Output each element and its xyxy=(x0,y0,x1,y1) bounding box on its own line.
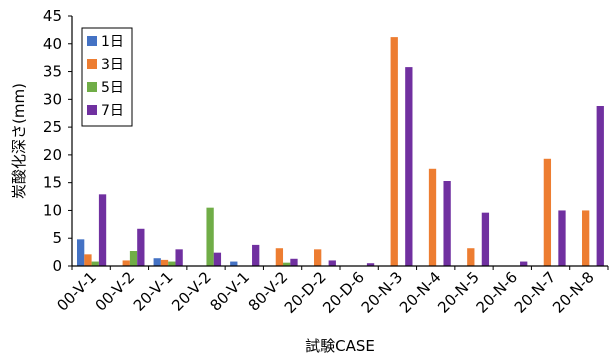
bar-00-V-2-7日 xyxy=(137,228,145,266)
bars-layer xyxy=(77,37,604,266)
bar-00-V-2-3日 xyxy=(122,260,130,266)
legend-label: 7日 xyxy=(101,103,124,119)
bar-20-D-6-7日 xyxy=(366,263,375,266)
bar-20-V-1-1日 xyxy=(153,258,161,266)
y-tick-label: 10 xyxy=(43,201,62,219)
x-tick-label: 20-D-2 xyxy=(281,268,330,317)
legend-swatch-3日 xyxy=(87,59,97,69)
x-tick-label: 80-V-1 xyxy=(206,268,253,315)
y-tick-labels: 0 5 10 15 20 25 30 35 40 45 xyxy=(43,7,62,275)
y-tick-label: 15 xyxy=(43,174,62,192)
x-tick-label: 20-N-6 xyxy=(473,268,522,317)
bar-00-V-1-3日 xyxy=(84,254,92,266)
y-tick-label: 20 xyxy=(43,146,62,164)
bar-20-N-5-3日 xyxy=(467,248,475,266)
x-tick-label: 20-V-2 xyxy=(168,268,215,315)
y-tick-label: 5 xyxy=(52,229,62,247)
bar-20-D-2-7日 xyxy=(328,260,336,266)
legend: 1日 3日 5日 7日 xyxy=(81,27,133,127)
y-tick-label: 45 xyxy=(43,7,62,25)
x-tick-label: 00-V-1 xyxy=(53,268,100,315)
bar-20-D-2-3日 xyxy=(314,249,322,266)
bar-20-N-4-7日 xyxy=(443,181,451,266)
legend-label: 1日 xyxy=(101,34,124,50)
legend-label: 3日 xyxy=(101,57,124,73)
y-tick-label: 25 xyxy=(43,118,62,136)
y-tick-label: 35 xyxy=(43,63,62,81)
x-tick-label: 20-N-7 xyxy=(511,268,560,317)
bar-20-N-3-7日 xyxy=(405,67,413,266)
x-tick-labels: 00-V-100-V-220-V-120-V-280-V-180-V-220-D… xyxy=(53,268,597,317)
legend-swatch-1日 xyxy=(87,36,97,46)
bar-00-V-1-5日 xyxy=(91,261,99,266)
x-tick-label: 00-V-2 xyxy=(92,268,139,315)
bar-80-V-2-3日 xyxy=(275,248,284,266)
bar-20-V-1-7日 xyxy=(175,249,183,266)
axes-layer xyxy=(68,15,609,270)
bar-80-V-2-5日 xyxy=(283,262,291,266)
bar-20-V-2-5日 xyxy=(206,207,214,266)
legend-label: 5日 xyxy=(101,80,124,96)
y-tick-label: 0 xyxy=(52,257,62,275)
x-tick-label: 20-D-6 xyxy=(319,268,368,317)
bar-00-V-1-7日 xyxy=(98,194,107,266)
x-tick-label: 20-N-3 xyxy=(358,268,407,317)
bar-00-V-1-1日 xyxy=(77,239,85,266)
bar-20-V-1-3日 xyxy=(160,259,169,266)
x-axis-title: 試験CASE xyxy=(305,337,375,355)
bar-20-V-1-5日 xyxy=(168,261,176,266)
bar-20-N-8-7日 xyxy=(596,106,604,266)
bar-80-V-1-1日 xyxy=(230,261,238,266)
bar-80-V-2-7日 xyxy=(290,258,298,266)
y-axis-title: 炭酸化深さ(mm) xyxy=(10,83,28,199)
bar-20-N-6-7日 xyxy=(520,261,528,266)
legend-swatch-5日 xyxy=(87,82,97,92)
x-tick-label: 20-N-5 xyxy=(434,268,483,317)
bar-00-V-2-5日 xyxy=(129,251,138,266)
y-tick-label: 30 xyxy=(43,90,62,108)
x-tick-label: 20-N-4 xyxy=(396,268,445,317)
legend-swatch-7日 xyxy=(87,105,97,115)
bar-20-N-5-7日 xyxy=(481,212,490,266)
bar-20-V-2-7日 xyxy=(213,252,222,266)
bar-20-N-7-3日 xyxy=(543,158,552,266)
bar-20-N-8-3日 xyxy=(582,210,590,266)
x-tick-label: 20-V-1 xyxy=(130,268,177,315)
bar-80-V-1-7日 xyxy=(252,244,260,266)
bar-20-N-7-7日 xyxy=(558,210,566,266)
y-tick-label: 40 xyxy=(43,35,62,53)
bar-20-N-3-3日 xyxy=(390,37,398,266)
x-tick-label: 20-N-8 xyxy=(549,268,598,317)
bar-20-N-4-3日 xyxy=(428,168,437,266)
